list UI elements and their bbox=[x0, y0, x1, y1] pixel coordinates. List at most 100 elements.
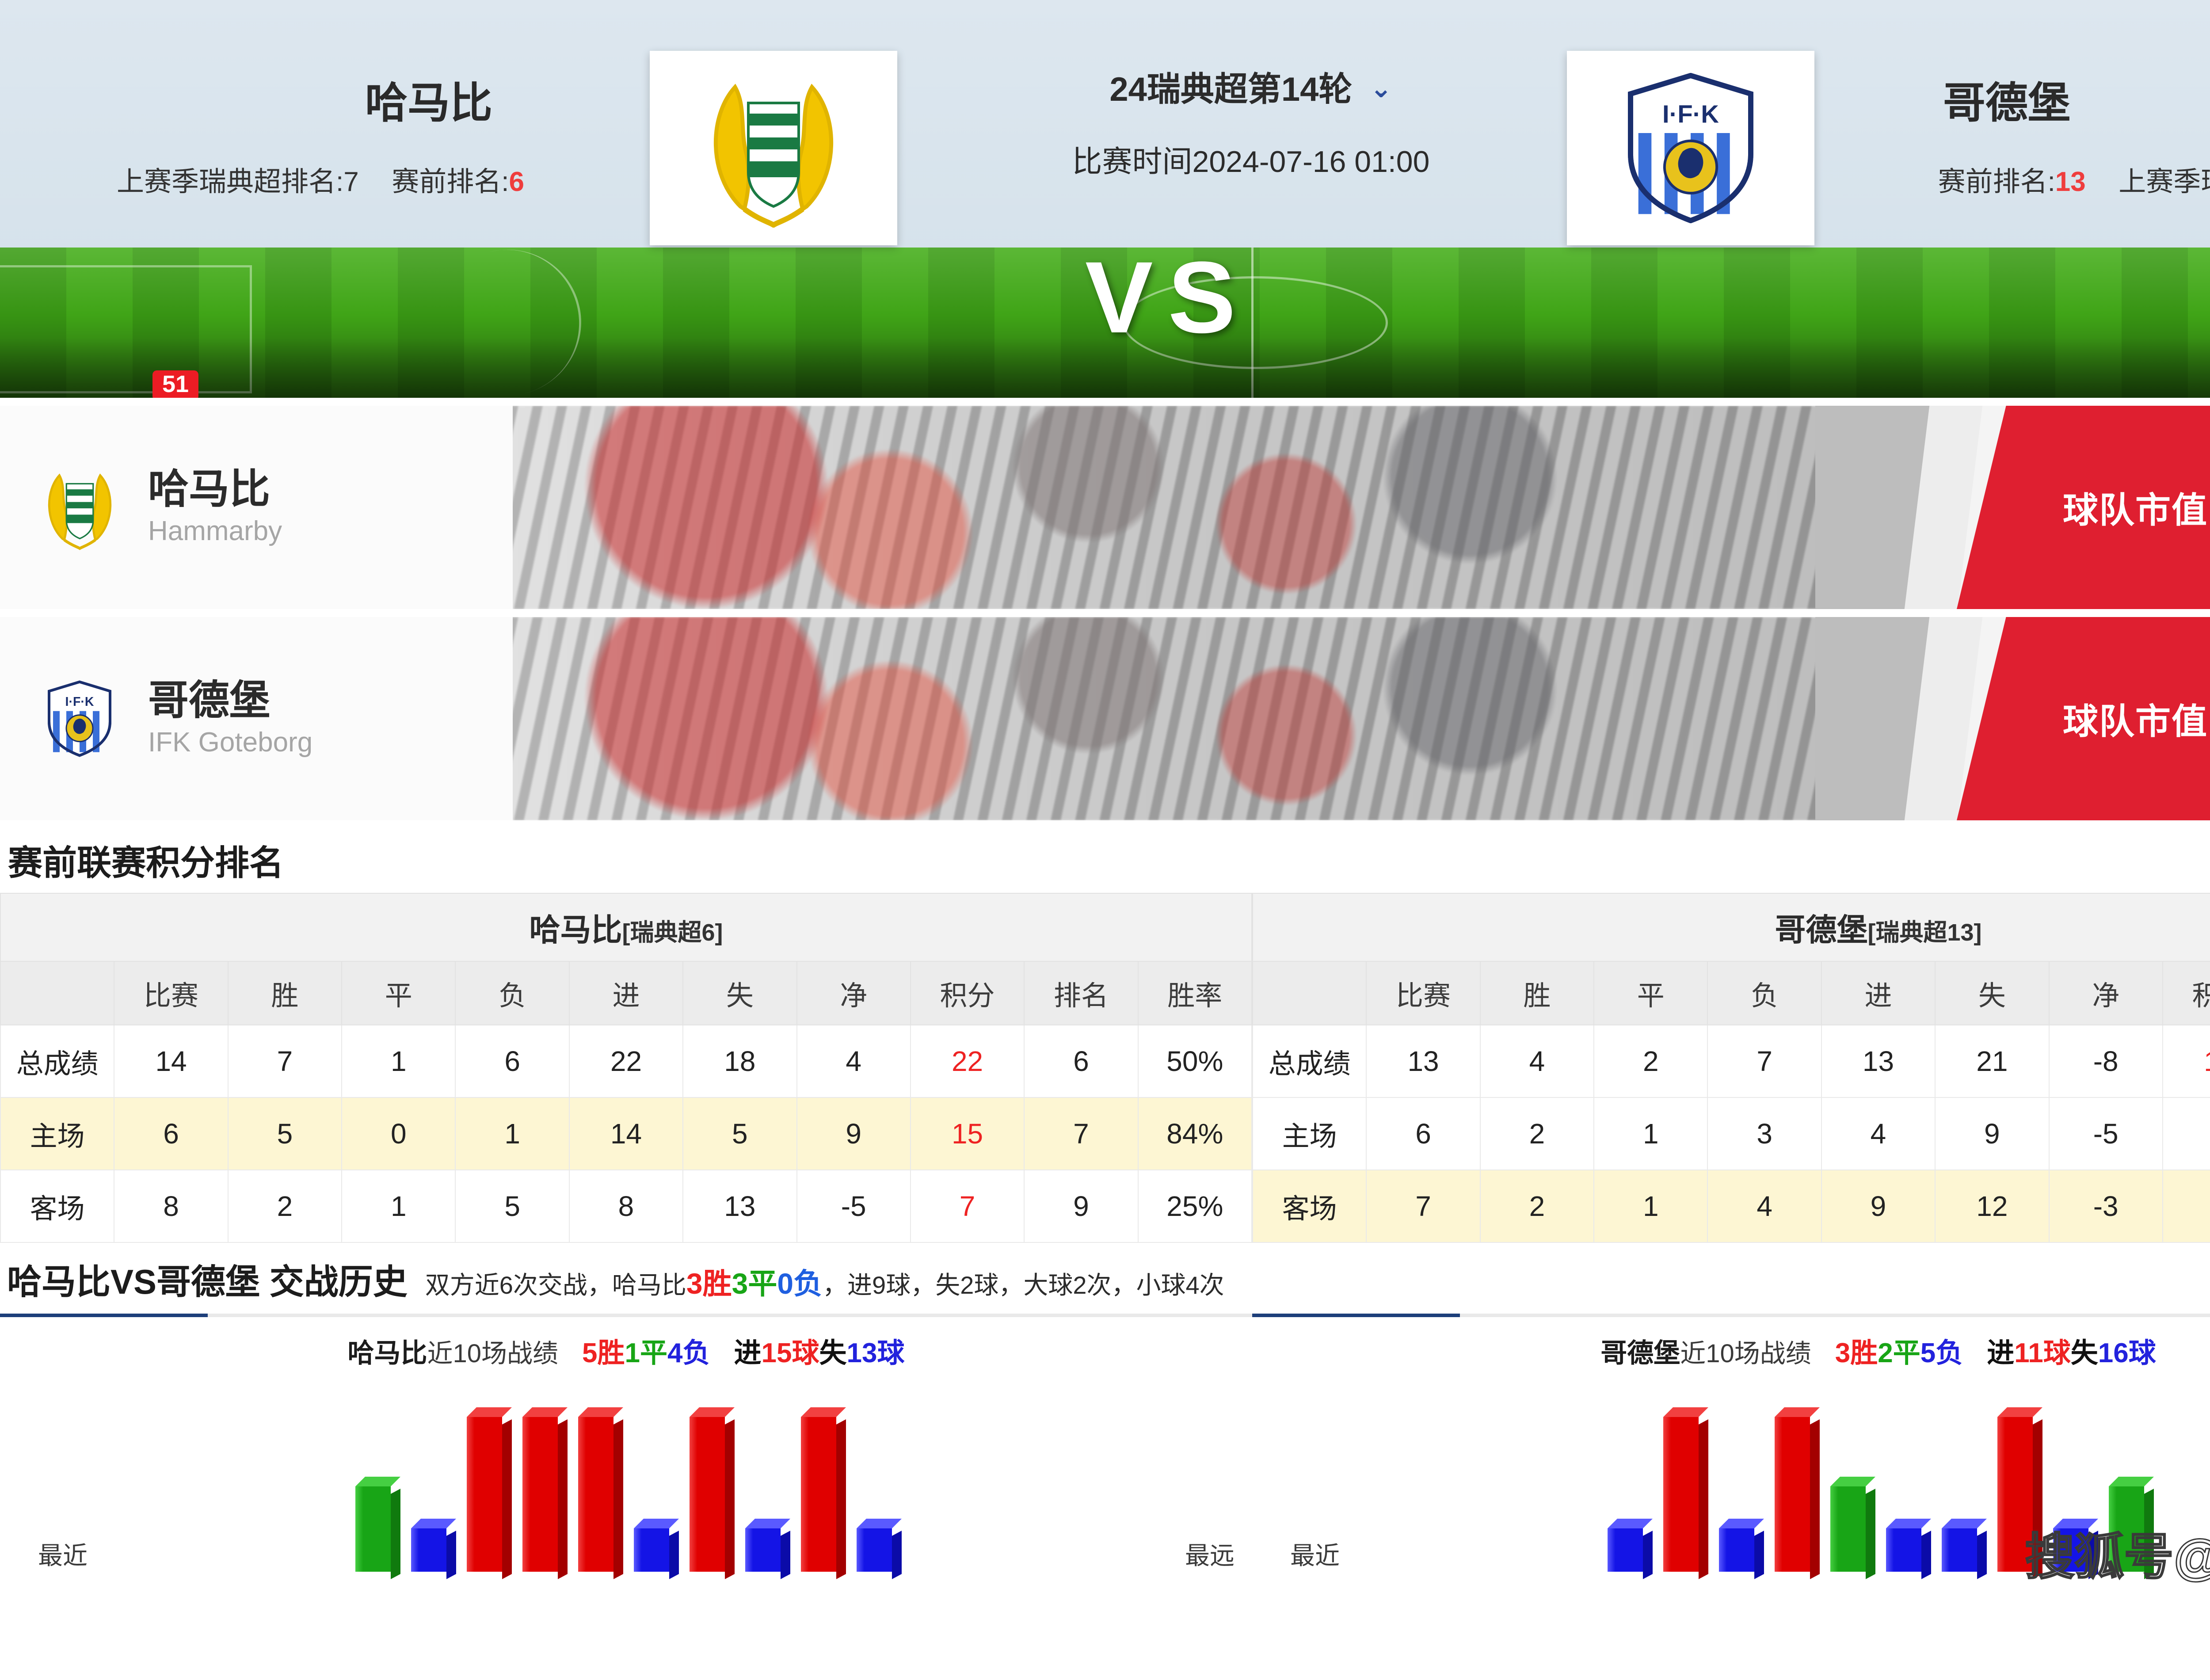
ifk-goteborg-crest-small-icon: I·F·K bbox=[48, 680, 111, 757]
standings-section-title: 赛前联赛积分排名 bbox=[8, 843, 284, 882]
league-round-title[interactable]: 24瑞典超第14轮 bbox=[1109, 71, 1353, 108]
away-team-name: 哥德堡 bbox=[1943, 80, 2070, 127]
away-caption-league: [瑞典超13] bbox=[1867, 919, 1982, 946]
form-bar bbox=[1830, 1477, 1875, 1579]
table-row: 客场 7 2 1 4 9 12 -3 7 8 29% bbox=[1252, 1170, 2210, 1243]
away-value-en-name: IFK Goteborg bbox=[148, 727, 313, 758]
crowd-photo-backdrop bbox=[508, 406, 1923, 609]
home-row0-c0: 14 bbox=[114, 1025, 229, 1098]
away-col-draw: 平 bbox=[1593, 961, 1708, 1025]
home-label-oldest: 最远 bbox=[1185, 1542, 1235, 1570]
crowd-photo-backdrop bbox=[508, 617, 1923, 820]
away-value-panel: 球队市值：1555万欧 bbox=[1957, 617, 2210, 820]
away-chart-goals: 进11球失16球 bbox=[1987, 1338, 2156, 1368]
away-row2-c0: 7 bbox=[1366, 1170, 1481, 1243]
home-pre-rank-value: 6 bbox=[509, 167, 524, 197]
pitch-shadow-overlay bbox=[0, 248, 2210, 398]
away-last-season-rank: 上赛季瑞典超排名:13 bbox=[2119, 167, 2210, 197]
corner-count-badge: 51 bbox=[152, 370, 199, 398]
pitch-center-circle bbox=[1123, 276, 1388, 369]
away-value-crest: I·F·K bbox=[35, 663, 124, 774]
home-team-rankings: 上赛季瑞典超排名:7 赛前排名:6 bbox=[18, 159, 623, 199]
form-bar bbox=[1886, 1519, 1931, 1579]
home-row2-c5: 13 bbox=[682, 1170, 797, 1243]
hammarby-crest-icon bbox=[714, 84, 833, 228]
home-col-points: 积分 bbox=[910, 961, 1025, 1025]
away-row1-label: 主场 bbox=[1252, 1097, 1367, 1170]
home-chart-record: 5胜1平4负 bbox=[582, 1338, 710, 1368]
home-row0-c2: 1 bbox=[341, 1025, 456, 1098]
home-row2-c6: -5 bbox=[796, 1170, 911, 1243]
h2h-title: 哈马比VS哥德堡 交战历史 bbox=[7, 1262, 408, 1301]
form-charts-section: 哈马比 近10场战绩 5胜1平4负 进15球失13球 最近 最远 哥德堡 近10场战… bbox=[0, 1314, 2210, 1609]
home-row2-c1: 2 bbox=[227, 1170, 343, 1243]
away-pre-rank-label: 赛前排名: bbox=[1938, 167, 2055, 197]
away-row2-c1: 2 bbox=[1479, 1170, 1595, 1243]
tab-underline-home bbox=[0, 1314, 208, 1317]
home-col-rank: 排名 bbox=[1024, 961, 1139, 1025]
home-row2-label: 客场 bbox=[0, 1170, 115, 1243]
home-row0-c3: 6 bbox=[455, 1025, 570, 1098]
team-value-section: 哈马比 Hammarby 球队市值：3395万欧 I·F·K bbox=[0, 406, 2210, 820]
away-col-points: 积分 bbox=[2162, 961, 2210, 1025]
tab-underline-away bbox=[1252, 1314, 1460, 1317]
form-bar bbox=[633, 1519, 679, 1579]
form-bar bbox=[411, 1519, 456, 1579]
home-value-left: 哈马比 Hammarby bbox=[0, 406, 513, 609]
table-row: 主场 6 2 1 3 4 9 -5 7 13 34% bbox=[1252, 1097, 2210, 1170]
away-chart-team: 哥德堡 bbox=[1600, 1338, 1680, 1368]
home-row0-c4: 22 bbox=[568, 1025, 684, 1098]
home-table-caption: 哈马比[瑞典超6] bbox=[0, 893, 1252, 962]
standings-tables: 哈马比[瑞典超6] 比赛 胜 平 负 进 失 净 积分 排名 胜率 总成绩 14… bbox=[0, 893, 2210, 1243]
home-row2-points: 7 bbox=[910, 1170, 1025, 1243]
home-row1-c3: 1 bbox=[455, 1097, 570, 1170]
home-row2-c2: 1 bbox=[341, 1170, 456, 1243]
away-row2-c3: 4 bbox=[1707, 1170, 1822, 1243]
form-bar bbox=[578, 1407, 623, 1579]
away-row1-c3: 3 bbox=[1707, 1097, 1822, 1170]
home-market-value: 球队市值：3395万欧 bbox=[2063, 491, 2210, 530]
league-round-block: 24瑞典超第14轮 ⌄ 比赛时间2024-07-16 01:00 bbox=[906, 62, 1596, 181]
away-row0-points: 14 bbox=[2162, 1025, 2210, 1098]
away-row1-c6: -5 bbox=[2048, 1097, 2163, 1170]
away-market-value: 球队市值：1555万欧 bbox=[2063, 702, 2210, 741]
form-bar bbox=[800, 1407, 846, 1579]
away-col-loss: 负 bbox=[1707, 961, 1822, 1025]
home-pre-rank-label: 赛前排名: bbox=[392, 167, 509, 197]
home-col-win: 胜 bbox=[227, 961, 343, 1025]
form-bar bbox=[466, 1407, 512, 1579]
home-row2-c0: 8 bbox=[114, 1170, 229, 1243]
home-chart-team: 哈马比 bbox=[347, 1338, 427, 1368]
chevron-down-icon[interactable]: ⌄ bbox=[1370, 73, 1392, 103]
form-bar bbox=[2108, 1477, 2154, 1579]
away-row0-c4: 13 bbox=[1821, 1025, 1936, 1098]
away-chart-subtitle: 近10场战绩 bbox=[1680, 1339, 1811, 1368]
away-chart-record: 3胜2平5负 bbox=[1835, 1338, 1963, 1368]
home-col-winrate: 胜率 bbox=[1137, 961, 1253, 1025]
home-chart-goals: 进15球失13球 bbox=[734, 1338, 905, 1368]
away-col-goal-diff: 净 bbox=[2048, 961, 2163, 1025]
form-bar bbox=[355, 1477, 400, 1579]
home-row1-points: 15 bbox=[910, 1097, 1025, 1170]
away-row0-c2: 2 bbox=[1593, 1025, 1708, 1098]
match-time: 比赛时间2024-07-16 01:00 bbox=[1072, 145, 1430, 179]
home-last-season-rank: 上赛季瑞典超排名:7 bbox=[117, 167, 359, 197]
pitch-background bbox=[0, 248, 2210, 398]
home-row1-c0: 6 bbox=[114, 1097, 229, 1170]
svg-text:I·F·K: I·F·K bbox=[1662, 100, 1719, 128]
home-value-en-name: Hammarby bbox=[148, 515, 282, 546]
home-row0-c1: 7 bbox=[227, 1025, 343, 1098]
away-row2-c2: 1 bbox=[1593, 1170, 1708, 1243]
away-row0-c0: 13 bbox=[1366, 1025, 1481, 1098]
home-row1-c1: 5 bbox=[227, 1097, 343, 1170]
away-header-blank bbox=[1252, 961, 1367, 1025]
form-bar bbox=[1607, 1519, 1653, 1579]
home-row0-c5: 18 bbox=[682, 1025, 797, 1098]
away-caption-team: 哥德堡 bbox=[1775, 912, 1868, 947]
home-col-matches: 比赛 bbox=[114, 961, 229, 1025]
standings-table-home: 哈马比[瑞典超6] 比赛 胜 平 负 进 失 净 积分 排名 胜率 总成绩 14… bbox=[0, 893, 1253, 1243]
home-row2-c8: 9 bbox=[1024, 1170, 1139, 1243]
home-row0-c8: 6 bbox=[1024, 1025, 1139, 1098]
away-row1-points: 7 bbox=[2162, 1097, 2210, 1170]
table-row: 总成绩 14 7 1 6 22 18 4 22 6 50% bbox=[0, 1025, 1253, 1098]
